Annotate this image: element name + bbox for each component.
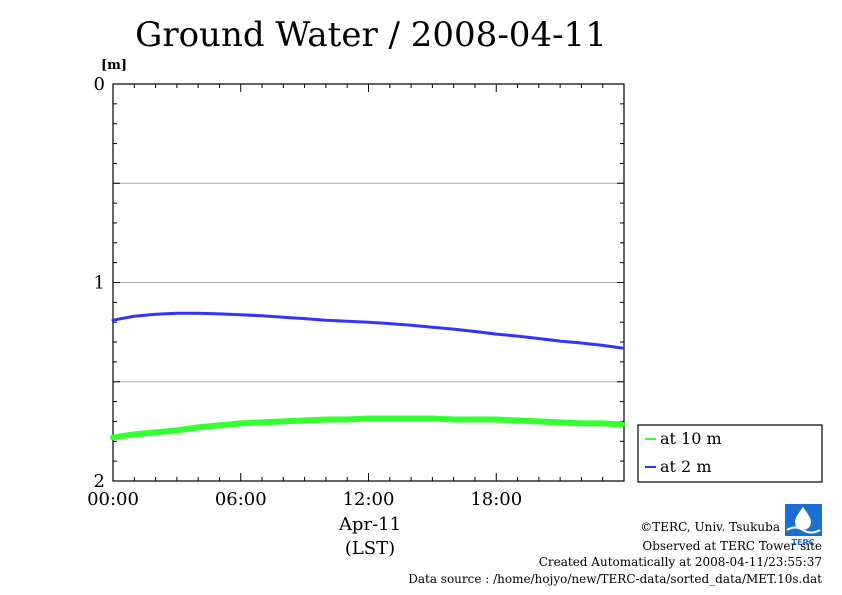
gridlines xyxy=(113,182,624,383)
x-tick-label: 00:00 xyxy=(87,489,139,510)
y-tick-label: 1 xyxy=(94,273,105,294)
x-tick-label: 18:00 xyxy=(470,489,522,510)
logo-drop-icon xyxy=(795,507,811,530)
chart-title: Ground Water / 2008-04-11 xyxy=(135,15,607,55)
legend-box xyxy=(637,424,823,483)
credit-observed: Observed at TERC Tower site xyxy=(642,539,822,553)
logo-text: TERC xyxy=(792,538,815,547)
series-group xyxy=(110,311,625,441)
terc-logo: TERC xyxy=(785,504,822,547)
legend: at 10 m at 2 m xyxy=(637,424,823,483)
x-tick-labels: 00:00 06:00 12:00 18:00 xyxy=(87,489,522,510)
logo-wave-icon xyxy=(786,526,821,534)
x-tick-label: 12:00 xyxy=(343,489,395,510)
credit-copyright: ©TERC, Univ. Tsukuba xyxy=(640,520,780,534)
y-tick-labels: 0 1 2 xyxy=(94,74,105,492)
y-tick-label: 0 xyxy=(94,74,105,95)
x-axis-date-label: Apr-11 xyxy=(338,514,401,535)
y-axis-unit: [m] xyxy=(101,58,127,73)
credit-source: Data source : /home/hojyo/new/TERC-data/… xyxy=(408,572,822,586)
x-axis-timezone-label: (LST) xyxy=(345,538,395,559)
series-line-at-10-m xyxy=(110,415,625,441)
x-tick-label: 06:00 xyxy=(215,489,267,510)
legend-label-10m: at 10 m xyxy=(660,429,722,448)
credit-created: Created Automatically at 2008-04-11/23:5… xyxy=(539,555,822,569)
legend-label-2m: at 2 m xyxy=(660,457,712,476)
series-line-at-2-m xyxy=(111,311,624,350)
y-tick-label: 2 xyxy=(94,471,105,492)
axis-ticks xyxy=(112,83,625,482)
